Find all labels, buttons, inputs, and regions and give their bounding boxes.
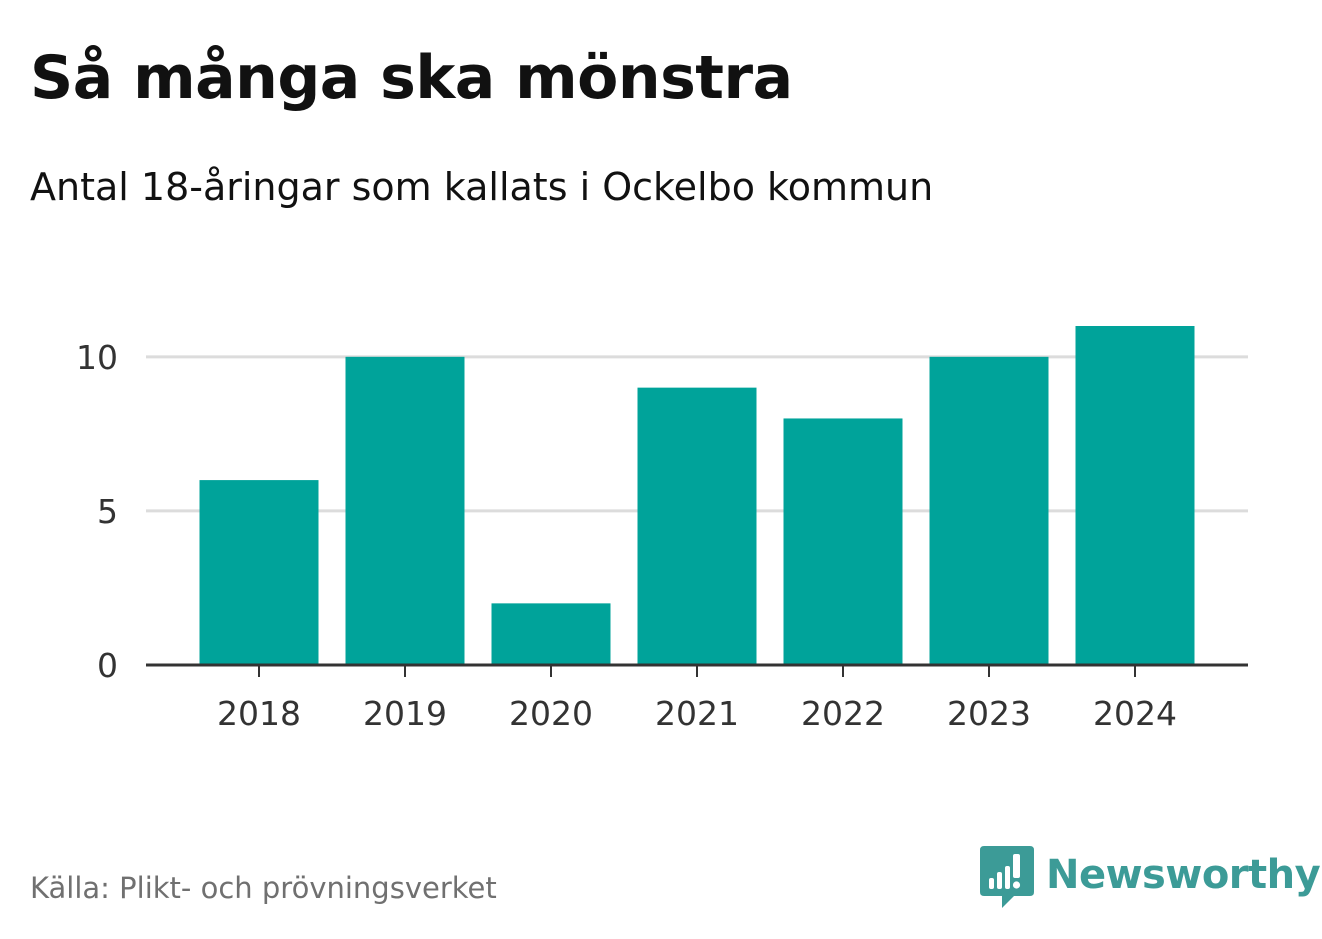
x-tick-label: 2023	[947, 694, 1031, 733]
brand-name: Newsworthy	[1046, 852, 1321, 898]
x-axis	[146, 663, 1248, 677]
bars	[199, 326, 1195, 665]
bar-2020	[491, 603, 611, 665]
bar-2024	[1075, 326, 1195, 665]
y-tick-label: 5	[97, 492, 118, 531]
x-tick-label: 2019	[363, 694, 447, 733]
y-tick-label: 0	[97, 646, 118, 685]
y-tick-label: 10	[76, 338, 118, 377]
x-tick-label: 2021	[655, 694, 739, 733]
bar-2021	[637, 387, 757, 665]
x-tick-label: 2018	[217, 694, 301, 733]
x-tick-label: 2022	[801, 694, 885, 733]
bar-2023	[929, 356, 1049, 665]
chart-subtitle: Antal 18-åringar som kallats i Ockelbo k…	[30, 165, 934, 209]
x-tick-label: 2020	[509, 694, 593, 733]
source-note: Källa: Plikt- och prövningsverket	[30, 871, 497, 905]
x-axis-tick-labels: 2018 2019 2020 2021 2022 2023 2024	[217, 694, 1177, 733]
y-axis-tick-labels: 0 5 10	[76, 338, 118, 685]
bar-2022	[783, 418, 903, 665]
bar-2018	[199, 480, 319, 665]
bar-2019	[345, 356, 465, 665]
x-tick-label: 2024	[1093, 694, 1177, 733]
chart-title: Så många ska mönstra	[30, 43, 793, 113]
newsworthy-logo-icon	[980, 846, 1034, 908]
brand: Newsworthy	[980, 846, 1321, 910]
